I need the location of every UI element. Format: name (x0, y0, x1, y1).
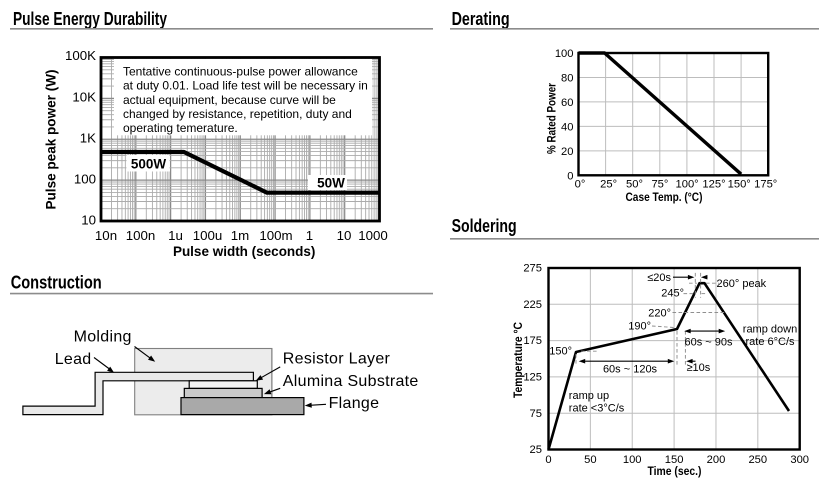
svg-text:10: 10 (337, 228, 352, 243)
svg-text:10K: 10K (72, 89, 96, 104)
svg-text:250: 250 (748, 454, 767, 466)
svg-text:100n: 100n (126, 228, 156, 243)
svg-text:25: 25 (530, 444, 542, 456)
svg-text:≤20s: ≤20s (647, 272, 671, 284)
svg-text:100: 100 (74, 171, 96, 186)
svg-text:Pulse width (seconds): Pulse width (seconds) (173, 243, 316, 259)
svg-text:60s ~ 90s: 60s ~ 90s (684, 337, 733, 349)
svg-text:rate 6°C/s: rate 6°C/s (745, 336, 795, 348)
svg-text:1: 1 (306, 228, 313, 243)
svg-text:10: 10 (81, 212, 96, 227)
svg-text:ramp down: ramp down (743, 324, 797, 336)
svg-text:0: 0 (545, 454, 551, 466)
svg-text:500W: 500W (131, 156, 167, 171)
svg-text:Pulse peak power (W): Pulse peak power (W) (43, 70, 59, 210)
svg-text:at duty 0.01. Load life test w: at duty 0.01. Load life test will be nec… (123, 79, 368, 93)
svg-text:60s ~ 120s: 60s ~ 120s (603, 364, 658, 376)
svg-text:changed by resistance, repetit: changed by resistance, repetition, duty … (123, 107, 352, 121)
svg-text:≥10s: ≥10s (687, 362, 711, 374)
svg-text:275: 275 (523, 263, 542, 275)
svg-text:10n: 10n (95, 228, 117, 243)
svg-text:190°: 190° (628, 321, 651, 333)
svg-text:100: 100 (623, 454, 642, 466)
svg-text:75: 75 (530, 408, 542, 420)
svg-text:80: 80 (561, 73, 573, 85)
svg-text:0: 0 (567, 170, 573, 182)
svg-text:1m: 1m (231, 228, 249, 243)
svg-text:100: 100 (555, 48, 574, 60)
svg-text:Molding: Molding (74, 329, 132, 346)
svg-text:Soldering: Soldering (452, 216, 517, 236)
svg-text:100K: 100K (65, 48, 96, 63)
svg-text:245°: 245° (661, 288, 684, 300)
svg-text:50: 50 (584, 454, 596, 466)
svg-text:125°: 125° (702, 179, 725, 191)
svg-text:150°: 150° (549, 345, 572, 357)
svg-text:Pulse Energy Durability: Pulse Energy Durability (13, 9, 167, 29)
svg-text:ramp up: ramp up (569, 390, 609, 402)
svg-text:100u: 100u (193, 228, 223, 243)
svg-text:260° peak: 260° peak (717, 278, 767, 290)
svg-text:Alumina Substrate: Alumina Substrate (283, 373, 419, 390)
svg-text:Resistor Layer: Resistor Layer (283, 350, 391, 367)
svg-text:220°: 220° (648, 308, 671, 320)
svg-text:Temperature °C: Temperature °C (511, 322, 525, 398)
svg-text:100°: 100° (676, 179, 699, 191)
svg-text:200: 200 (707, 454, 726, 466)
svg-text:0°: 0° (575, 179, 586, 191)
svg-text:Flange: Flange (329, 395, 380, 412)
svg-text:75°: 75° (651, 179, 668, 191)
svg-text:50°: 50° (626, 179, 643, 191)
svg-text:225: 225 (523, 299, 542, 311)
svg-text:Case Temp. (°C): Case Temp. (°C) (626, 190, 703, 204)
svg-text:25°: 25° (600, 179, 617, 191)
svg-text:Derating: Derating (452, 9, 510, 29)
svg-text:operating temerature.: operating temerature. (123, 121, 238, 135)
svg-text:150: 150 (665, 454, 684, 466)
svg-text:Time (sec.): Time (sec.) (648, 464, 702, 478)
svg-text:300: 300 (790, 454, 809, 466)
svg-text:rate <3°C/s: rate <3°C/s (569, 402, 625, 414)
svg-text:1K: 1K (80, 130, 96, 145)
svg-text:20: 20 (561, 146, 573, 158)
svg-text:100m: 100m (259, 228, 292, 243)
svg-text:actual equipment, because curv: actual equipment, because curve will be (123, 93, 336, 107)
svg-text:Lead: Lead (55, 351, 92, 368)
svg-text:Tentative continuous-pulse pow: Tentative continuous-pulse power allowan… (123, 65, 358, 79)
svg-text:40: 40 (561, 121, 573, 133)
svg-text:175°: 175° (754, 179, 777, 191)
svg-text:175: 175 (523, 335, 542, 347)
svg-text:% Rated Power: % Rated Power (545, 83, 559, 154)
svg-text:1u: 1u (168, 228, 183, 243)
svg-text:150°: 150° (728, 179, 751, 191)
svg-text:1000: 1000 (358, 228, 388, 243)
svg-text:50W: 50W (317, 175, 345, 190)
svg-text:60: 60 (561, 97, 573, 109)
svg-text:125: 125 (523, 372, 542, 384)
svg-text:Construction: Construction (11, 273, 102, 293)
